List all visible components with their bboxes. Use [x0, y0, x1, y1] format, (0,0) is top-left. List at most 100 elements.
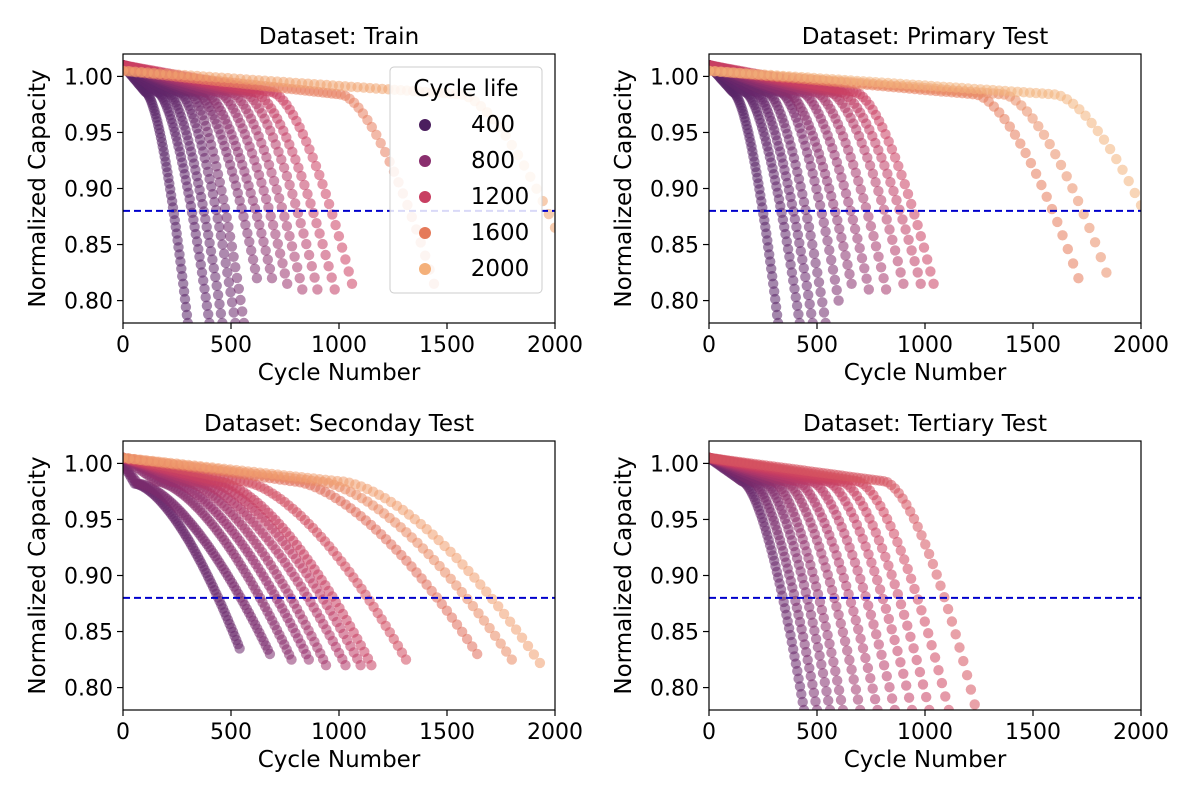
data-point — [800, 204, 811, 216]
data-point — [840, 188, 852, 199]
data-point — [301, 238, 312, 250]
data-point — [1025, 157, 1037, 169]
panel-tertiary-test: 0 500 1000 1500 2000 0.80 0.85 0.90 0.95 1.00 Da… — [611, 411, 1169, 773]
data-point — [214, 221, 225, 233]
data-point — [889, 579, 900, 590]
data-point — [837, 704, 849, 710]
panel-title: Dataset: Tertiary Test — [803, 411, 1047, 437]
data-point — [238, 211, 249, 222]
data-point — [921, 691, 932, 703]
data-point — [813, 191, 824, 203]
data-point — [840, 250, 851, 261]
data-point — [838, 180, 849, 191]
data-point — [813, 277, 825, 288]
data-point — [936, 677, 948, 689]
data-point — [214, 298, 225, 310]
data-point — [215, 230, 227, 241]
data-point — [203, 229, 214, 240]
data-point — [308, 207, 319, 219]
data-point — [857, 643, 869, 654]
data-point — [810, 633, 822, 645]
data-point — [922, 254, 933, 265]
data-point — [824, 245, 835, 256]
data-point — [831, 601, 842, 612]
data-point — [855, 184, 866, 195]
data-point — [826, 584, 838, 596]
data-point — [892, 588, 903, 600]
data-point — [230, 317, 241, 323]
x-tick-label: 2000 — [527, 333, 583, 358]
data-point — [902, 620, 913, 631]
x-tick-label: 2000 — [1113, 720, 1169, 745]
data-point — [876, 195, 887, 206]
data-point — [926, 640, 937, 651]
x-tick-label: 1500 — [1005, 333, 1061, 358]
data-point — [965, 684, 977, 695]
data-point — [875, 262, 887, 273]
data-point — [814, 596, 826, 608]
data-point — [317, 238, 328, 250]
data-point — [805, 609, 817, 620]
data-point — [830, 665, 841, 677]
data-point — [919, 616, 930, 627]
data-point — [828, 656, 839, 668]
data-point — [340, 660, 351, 671]
data-point — [870, 177, 881, 188]
data-point — [797, 254, 808, 265]
panel-title: Dataset: Seconday Test — [204, 411, 474, 437]
series-points — [709, 452, 823, 710]
data-point — [864, 160, 876, 171]
data-point — [1009, 129, 1021, 140]
data-point — [927, 558, 939, 570]
y-axis-label: Normalized Capacity — [611, 69, 637, 307]
data-point — [263, 159, 275, 170]
data-point — [323, 261, 334, 272]
data-point — [876, 649, 887, 660]
data-point — [867, 683, 878, 694]
data-point — [366, 660, 377, 671]
data-point — [889, 245, 901, 256]
data-point — [771, 309, 783, 321]
data-point — [1050, 149, 1061, 160]
data-point — [456, 586, 467, 598]
data-point — [247, 254, 259, 265]
x-tick-label: 1500 — [419, 333, 475, 358]
data-point — [884, 682, 895, 693]
data-point — [801, 646, 812, 658]
data-point — [816, 659, 827, 670]
data-point — [912, 267, 923, 278]
data-point — [506, 654, 517, 665]
data-point — [284, 230, 295, 242]
data-point — [198, 275, 209, 286]
data-point — [281, 170, 293, 182]
data-point — [818, 217, 829, 228]
y-tick-label: 1.00 — [64, 65, 113, 90]
data-point — [925, 266, 936, 277]
data-point — [844, 268, 855, 280]
y-tick-label: 1.00 — [650, 452, 699, 477]
data-point — [256, 228, 267, 239]
x-axis-label: Cycle Number — [258, 360, 421, 386]
data-point — [297, 284, 308, 295]
data-point — [522, 640, 534, 652]
data-point — [209, 196, 220, 208]
y-axis-label: Normalized Capacity — [25, 456, 51, 694]
data-point — [194, 251, 205, 262]
data-point — [791, 300, 803, 311]
data-point — [905, 631, 916, 642]
data-point — [866, 557, 877, 568]
x-axis-label: Cycle Number — [844, 747, 1007, 773]
data-point — [873, 251, 884, 262]
data-point — [304, 144, 315, 155]
data-point — [823, 695, 834, 706]
data-point — [812, 588, 824, 600]
x-tick-label: 1000 — [897, 720, 953, 745]
data-point — [826, 190, 837, 202]
data-point — [886, 569, 897, 580]
data-point — [924, 704, 935, 710]
data-point — [878, 660, 890, 671]
data-point — [258, 185, 269, 196]
data-point — [795, 246, 806, 257]
data-point — [885, 177, 896, 188]
data-point — [794, 237, 805, 249]
